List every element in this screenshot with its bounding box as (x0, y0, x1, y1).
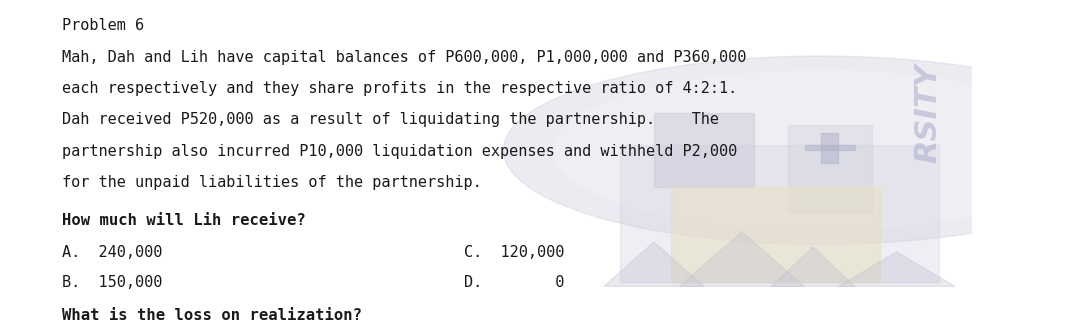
Text: C.  120,000: C. 120,000 (464, 245, 565, 260)
Bar (788, 126, 872, 212)
Text: Problem 6: Problem 6 (62, 18, 144, 33)
Text: What is the loss on realization?: What is the loss on realization? (62, 308, 362, 322)
Polygon shape (604, 242, 704, 287)
Text: D.        0: D. 0 (464, 275, 565, 290)
Bar (653, 113, 754, 187)
Text: RSITY: RSITY (914, 63, 943, 163)
Text: Dah received P520,000 as a result of liquidating the partnership.    The: Dah received P520,000 as a result of liq… (62, 112, 718, 128)
Bar (671, 187, 880, 282)
Text: for the unpaid liabilities of the partnership.: for the unpaid liabilities of the partne… (62, 175, 482, 190)
Polygon shape (679, 232, 805, 287)
Circle shape (553, 71, 1080, 230)
Polygon shape (771, 247, 855, 287)
Text: B.  150,000: B. 150,000 (62, 275, 162, 290)
Text: A.  240,000: A. 240,000 (62, 245, 162, 260)
Text: How much will Lih receive?: How much will Lih receive? (62, 213, 306, 228)
Text: each respectively and they share profits in the respective ratio of 4:2:1.: each respectively and they share profits… (62, 81, 737, 96)
Text: Mah, Dah and Lih have capital balances of P600,000, P1,000,000 and P360,000: Mah, Dah and Lih have capital balances o… (62, 50, 746, 65)
Polygon shape (838, 252, 956, 287)
Circle shape (503, 56, 1080, 244)
Bar (620, 145, 939, 282)
Bar (821, 133, 838, 163)
Text: partnership also incurred P10,000 liquidation expenses and withheld P2,000: partnership also incurred P10,000 liquid… (62, 144, 737, 159)
Bar (805, 145, 855, 150)
